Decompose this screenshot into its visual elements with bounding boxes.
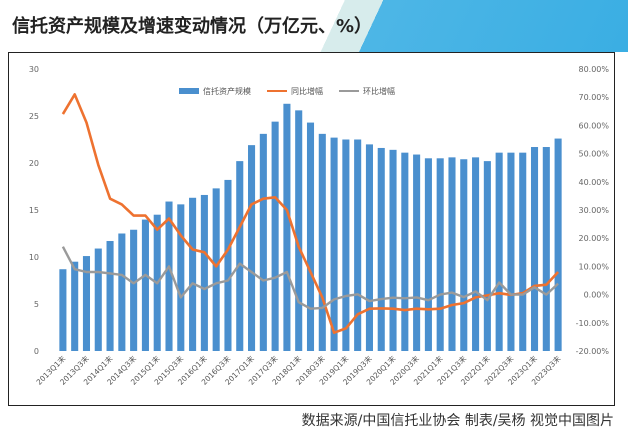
right-tick-label: 30.00%	[578, 206, 609, 215]
bar	[71, 261, 79, 351]
bar	[189, 197, 197, 351]
bar	[413, 154, 421, 351]
right-tick-label: 50.00%	[578, 150, 609, 159]
chart-frame: 0 5 10 15 20 25 30 -20.00% -10.00% 0.00% 10.00% 20.…	[8, 52, 615, 406]
bar	[495, 152, 503, 351]
bar	[306, 122, 315, 351]
legend-label: 同比增幅	[291, 86, 323, 96]
bar	[165, 201, 173, 351]
left-tick-label: 10	[29, 253, 39, 262]
bar	[94, 248, 102, 351]
bar	[377, 147, 385, 351]
bar	[59, 269, 67, 351]
bar	[271, 121, 279, 351]
bar	[530, 147, 539, 351]
bar	[507, 152, 515, 351]
right-tick-label: 10.00%	[578, 262, 609, 271]
right-tick-label: 0.00%	[584, 291, 610, 300]
legend-swatch-bar	[179, 88, 199, 94]
bar	[118, 233, 126, 351]
right-tick-label: 60.00%	[578, 121, 609, 130]
bar	[542, 147, 550, 351]
bar	[212, 188, 220, 351]
bar	[389, 149, 397, 351]
right-tick-label: 70.00%	[578, 93, 609, 102]
right-tick-label: 40.00%	[578, 178, 609, 187]
bar	[283, 103, 291, 351]
bar	[106, 241, 114, 351]
right-tick-label: -10.00%	[576, 319, 610, 328]
bar	[177, 204, 185, 351]
bar	[460, 159, 468, 351]
bar	[401, 152, 409, 351]
bar	[318, 133, 326, 351]
bar	[130, 229, 138, 351]
bar	[141, 219, 149, 351]
bar	[342, 139, 350, 351]
bar	[200, 194, 208, 351]
bar	[436, 158, 444, 351]
bar	[330, 137, 338, 351]
bar	[519, 152, 527, 351]
chart: 0 5 10 15 20 25 30 -20.00% -10.00% 0.00% 10.00% 20.…	[29, 65, 610, 387]
bar	[354, 139, 362, 351]
bar	[483, 161, 491, 351]
left-tick-label: 25	[29, 112, 39, 121]
left-tick-label: 20	[29, 159, 39, 168]
bar	[259, 133, 267, 351]
legend-label: 环比增幅	[363, 86, 395, 96]
bar	[554, 138, 562, 351]
left-tick-label: 5	[34, 300, 39, 309]
bar	[424, 158, 432, 351]
legend-label: 信托资产规模	[203, 86, 251, 96]
right-tick-label: 20.00%	[578, 234, 609, 243]
source-credit: 数据来源/中国信托业协会 制表/吴杨 视觉中国图片	[301, 413, 614, 429]
bar	[448, 157, 456, 351]
right-tick-label: -20.00%	[576, 347, 610, 356]
bar	[82, 256, 91, 351]
bar	[248, 145, 256, 351]
header-decoration	[268, 0, 628, 52]
bar	[236, 161, 244, 351]
left-tick-label: 30	[29, 65, 39, 74]
bar	[472, 157, 480, 351]
bar	[224, 179, 232, 351]
left-tick-label: 15	[29, 206, 39, 215]
right-tick-label: 80.00%	[578, 65, 609, 74]
chart-title: 信托资产规模及增速变动情况（万亿元、%）	[12, 16, 373, 37]
bar	[295, 110, 303, 351]
left-tick-label: 0	[34, 347, 39, 356]
bar	[365, 144, 373, 351]
